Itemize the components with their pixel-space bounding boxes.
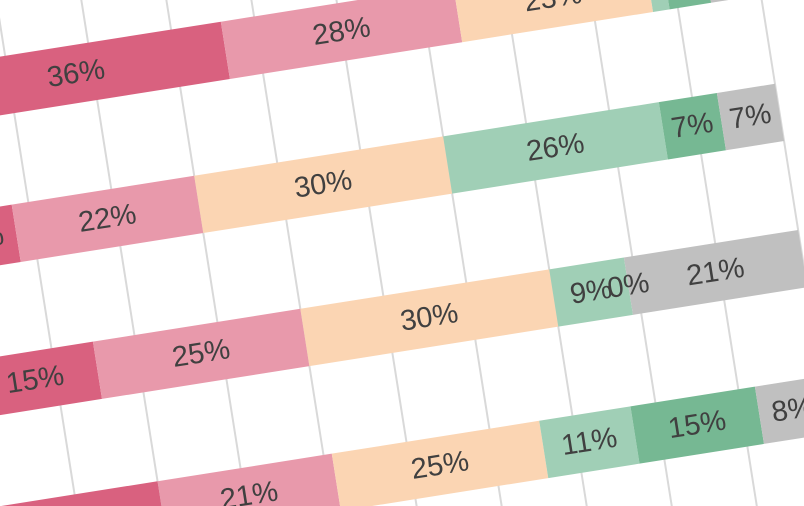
bar-segment (549, 257, 633, 327)
bar-segment (157, 453, 341, 506)
bar-segment (443, 102, 668, 194)
data-label: 8% (769, 391, 804, 429)
bar-segment (0, 341, 102, 419)
bar-segment (0, 21, 230, 127)
cell-line (133, 0, 289, 506)
data-label: 7% (669, 107, 715, 145)
bar-segment (623, 229, 804, 315)
cell-line (714, 0, 804, 506)
data-label: 7% (727, 98, 773, 136)
bar-segment (453, 0, 654, 43)
cell-line (50, 0, 206, 506)
bar-segment (331, 420, 549, 506)
cell-line (465, 0, 621, 506)
bar-segment (716, 83, 785, 151)
data-label: 0% (605, 267, 651, 305)
bar-segment (754, 376, 804, 444)
cell-line (216, 0, 372, 506)
data-label: 8% (0, 219, 6, 257)
bar-segment (300, 269, 559, 367)
bar-segment (0, 481, 167, 506)
bar-segment (539, 406, 640, 479)
cell-line (382, 0, 538, 506)
bar-segment (630, 386, 764, 464)
bar-segment (92, 308, 310, 399)
cell-line (631, 0, 787, 506)
bar-segment (220, 0, 463, 79)
cell-line (0, 0, 123, 506)
bar-segment (658, 92, 726, 160)
bar-segment (0, 204, 21, 273)
bar-segment (11, 175, 204, 262)
cell-line (548, 0, 704, 506)
data-label: 9% (568, 273, 614, 311)
cell-line (299, 0, 455, 506)
bar-segment (194, 136, 453, 234)
